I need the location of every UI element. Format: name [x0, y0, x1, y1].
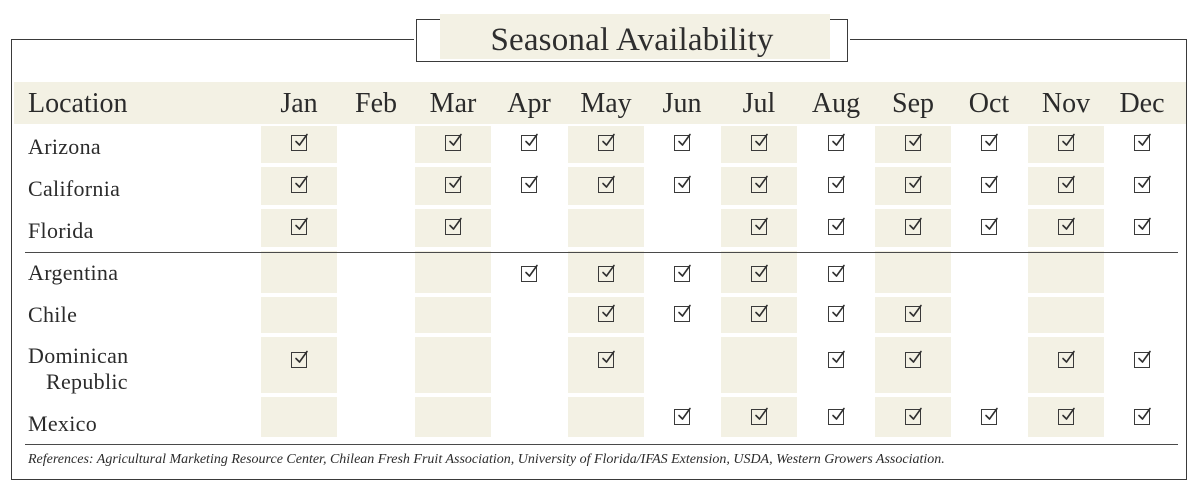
- month-header-may: May: [580, 88, 632, 119]
- row-label-line: Mexico: [28, 411, 98, 436]
- column-shade-sep: [875, 126, 951, 437]
- checkbox-checked-icon: [905, 133, 922, 151]
- row-label-line: California: [28, 176, 121, 201]
- row-label-line: Florida: [28, 218, 94, 243]
- checkbox-checked-icon: [291, 133, 308, 151]
- checkbox-checked-icon: [445, 133, 462, 151]
- checkbox-checked-icon: [828, 264, 845, 282]
- row-label: Chile: [28, 302, 77, 328]
- row-label: Mexico: [28, 411, 97, 437]
- checkbox-checked-icon: [598, 304, 615, 322]
- checkbox-checked-icon: [828, 350, 845, 368]
- checkbox-checked-icon: [1134, 407, 1151, 425]
- month-header-dec: Dec: [1119, 88, 1165, 119]
- row-gap: [260, 293, 1186, 297]
- checkbox-checked-icon: [291, 175, 308, 193]
- column-shade-jan: [261, 126, 337, 437]
- checkbox-checked-icon: [521, 264, 538, 282]
- domestic-international-divider: [25, 252, 1178, 254]
- checkbox-checked-icon: [981, 407, 998, 425]
- checkbox-checked-icon: [751, 175, 768, 193]
- checkbox-checked-icon: [1058, 407, 1075, 425]
- checkbox-checked-icon: [1058, 217, 1075, 235]
- row-gap: [260, 247, 1186, 251]
- row-gap: [260, 163, 1186, 167]
- checkbox-checked-icon: [1134, 217, 1151, 235]
- row-label-line: Dominican: [28, 343, 129, 368]
- month-header-jan: Jan: [280, 88, 318, 119]
- column-shade-may: [568, 126, 644, 437]
- checkbox-checked-icon: [828, 304, 845, 322]
- month-header-jul: Jul: [742, 88, 776, 119]
- checkbox-checked-icon: [981, 133, 998, 151]
- checkbox-checked-icon: [521, 133, 538, 151]
- month-header-feb: Feb: [355, 88, 397, 119]
- checkbox-checked-icon: [674, 175, 691, 193]
- checkbox-checked-icon: [1058, 175, 1075, 193]
- checkbox-checked-icon: [1134, 175, 1151, 193]
- checkbox-checked-icon: [905, 304, 922, 322]
- checkbox-checked-icon: [598, 350, 615, 368]
- page-title: Seasonal Availability: [490, 22, 774, 58]
- checkbox-checked-icon: [598, 175, 615, 193]
- row-label: Arizona: [28, 134, 101, 160]
- checkbox-checked-icon: [521, 175, 538, 193]
- checkbox-checked-icon: [598, 133, 615, 151]
- checkbox-checked-icon: [445, 217, 462, 235]
- checkbox-checked-icon: [445, 175, 462, 193]
- checkbox-checked-icon: [598, 264, 615, 282]
- column-shade-mar: [415, 126, 491, 437]
- checkbox-checked-icon: [981, 175, 998, 193]
- location-header: Location: [28, 88, 128, 119]
- checkbox-checked-icon: [905, 350, 922, 368]
- checkbox-checked-icon: [674, 304, 691, 322]
- month-header-jun: Jun: [662, 88, 702, 119]
- checkbox-checked-icon: [674, 264, 691, 282]
- month-header-apr: Apr: [507, 88, 551, 119]
- checkbox-checked-icon: [981, 217, 998, 235]
- checkbox-checked-icon: [828, 217, 845, 235]
- references: References: Agricultural Marketing Resou…: [28, 452, 945, 467]
- footer-divider: [25, 444, 1178, 446]
- checkbox-checked-icon: [751, 264, 768, 282]
- checkbox-checked-icon: [674, 133, 691, 151]
- month-header-nov: Nov: [1041, 88, 1091, 119]
- row-label: Argentina: [28, 260, 118, 286]
- checkbox-checked-icon: [828, 175, 845, 193]
- month-header-oct: Oct: [968, 88, 1010, 119]
- checkbox-checked-icon: [291, 217, 308, 235]
- checkbox-checked-icon: [1058, 133, 1075, 151]
- checkbox-checked-icon: [905, 217, 922, 235]
- row-label-line: Arizona: [28, 134, 101, 159]
- column-shade-jul: [721, 126, 797, 437]
- checkbox-checked-icon: [1058, 350, 1075, 368]
- month-header-aug: Aug: [811, 88, 861, 119]
- checkbox-checked-icon: [674, 407, 691, 425]
- checkbox-checked-icon: [291, 350, 308, 368]
- row-gap: [260, 333, 1186, 337]
- column-shade-nov: [1028, 126, 1104, 437]
- row-gap: [260, 205, 1186, 209]
- checkbox-checked-icon: [905, 175, 922, 193]
- header-band: [14, 82, 1186, 124]
- checkbox-checked-icon: [828, 133, 845, 151]
- checkbox-checked-icon: [751, 217, 768, 235]
- checkbox-checked-icon: [1134, 350, 1151, 368]
- row-label: California: [28, 176, 120, 202]
- checkbox-checked-icon: [751, 133, 768, 151]
- title-shade: [440, 14, 830, 59]
- row-label-line: Chile: [28, 302, 78, 327]
- row-label: Dominican Republic: [28, 343, 128, 395]
- row-label-line: Argentina: [28, 260, 119, 285]
- row-gap: [260, 393, 1186, 397]
- row-label: Florida: [28, 218, 94, 244]
- checkbox-checked-icon: [1134, 133, 1151, 151]
- checkbox-checked-icon: [751, 304, 768, 322]
- checkbox-checked-icon: [828, 407, 845, 425]
- month-header-mar: Mar: [429, 88, 477, 119]
- month-header-sep: Sep: [892, 88, 934, 119]
- row-label-line: Republic: [46, 369, 128, 394]
- checkbox-checked-icon: [905, 407, 922, 425]
- checkbox-checked-icon: [751, 407, 768, 425]
